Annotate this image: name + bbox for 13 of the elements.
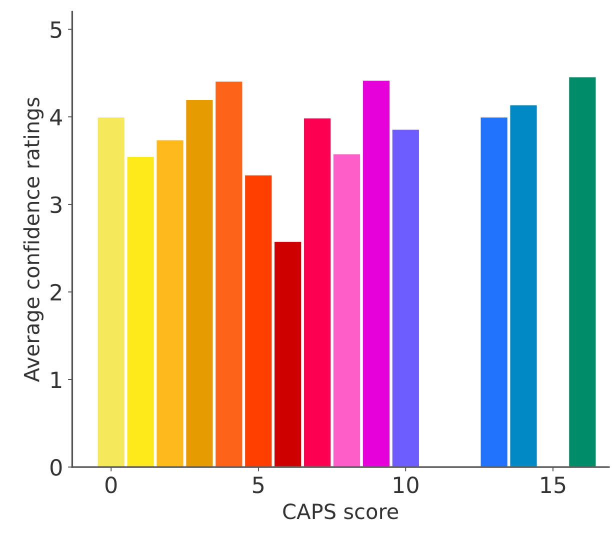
y-tick-label: 3: [50, 196, 62, 214]
y-axis-title: Average confidence ratings: [23, 98, 44, 382]
bar: [568, 76, 598, 468]
y-tick-label: 2: [50, 284, 61, 300]
y-tick-label: 5: [50, 22, 62, 38]
x-tick-label: 15: [541, 476, 566, 494]
x-tick-label: 10: [394, 476, 418, 494]
y-tick-label: 1: [51, 372, 62, 388]
x-tick-label: 5: [253, 476, 264, 494]
x-axis-title: CAPS score: [283, 504, 398, 520]
y-tick-label: 4: [50, 109, 62, 126]
x-tick-label: 0: [105, 476, 117, 494]
y-tick-label: 0: [50, 459, 62, 476]
